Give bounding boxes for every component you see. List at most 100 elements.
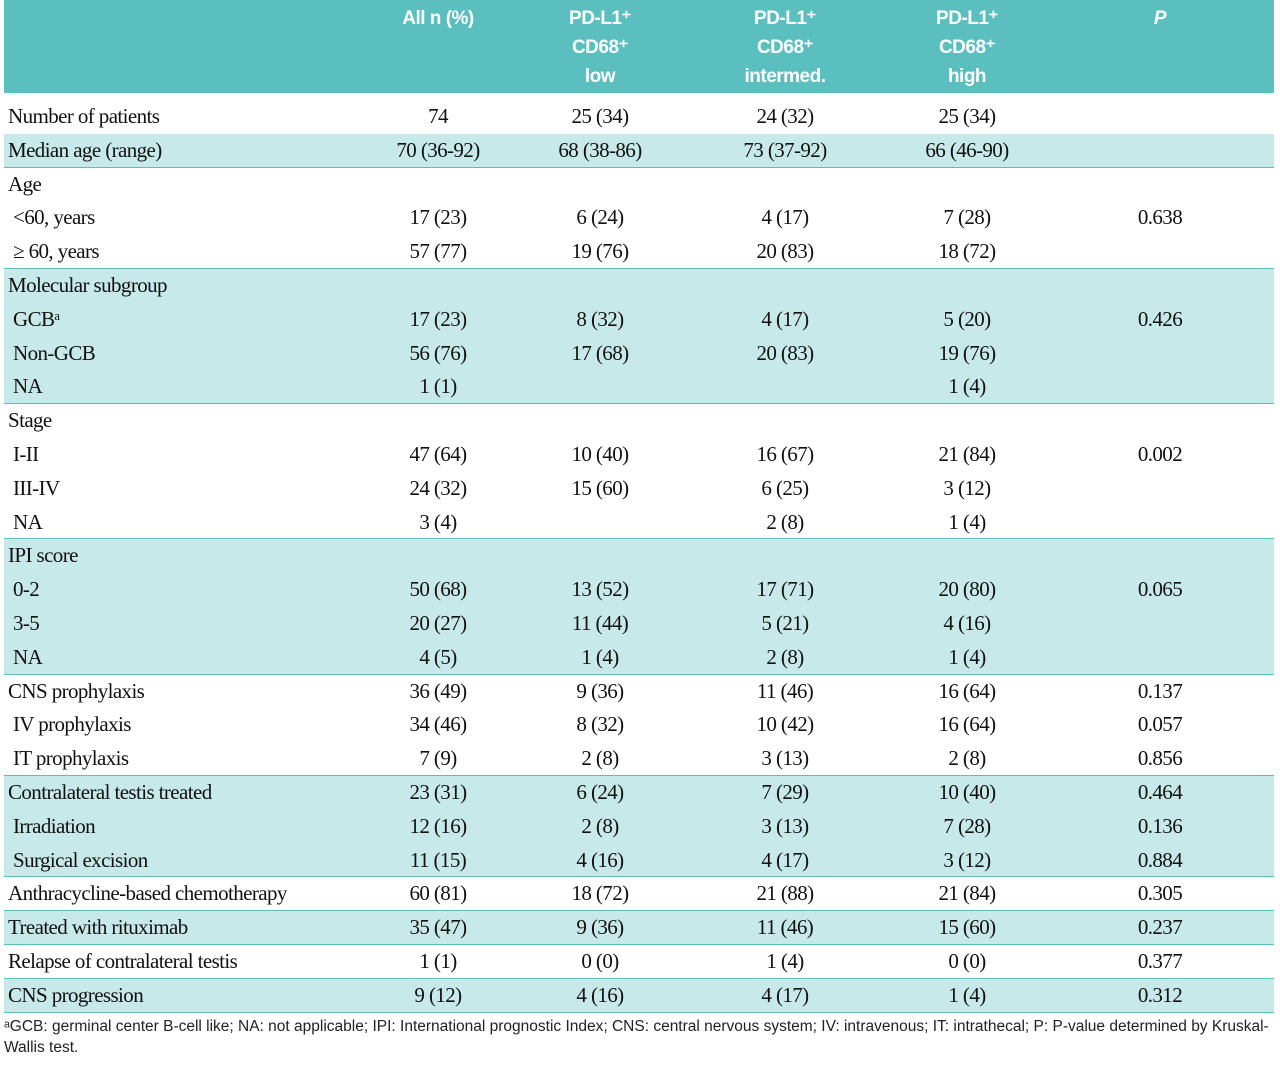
row-label: Relapse of contralateral testis	[8, 949, 238, 973]
table-cell: 17 (23)	[409, 306, 467, 331]
table-cell: 0.638	[1137, 205, 1183, 230]
table-cell: 15 (60)	[571, 475, 629, 500]
table-row: GCBᵃ 17 (23) 8 (32) 4 (17) 5 (20) 0.426	[4, 302, 1274, 337]
table-cell: 4 (17)	[761, 847, 809, 872]
table-row: Stage	[4, 404, 1274, 438]
table-cell: 4 (16)	[576, 847, 624, 872]
row-label: 0-2	[13, 577, 40, 602]
table-cell: 7 (28)	[943, 813, 991, 838]
row-label: III-IV	[13, 475, 60, 500]
table-cell: 66 (46-90)	[925, 137, 1009, 162]
table-cell: 2 (8)	[948, 746, 986, 771]
header-line: PD-L1⁺	[754, 8, 816, 29]
table-cell: 24 (32)	[756, 104, 814, 128]
table-cell: 3 (4)	[419, 509, 457, 534]
table-cell: 20 (80)	[938, 577, 996, 602]
table-cell: 7 (28)	[943, 205, 991, 230]
column-header: PD-L1⁺ CD68⁺ intermed.	[700, 4, 870, 91]
table-row: IT prophylaxis 7 (9) 2 (8) 3 (13) 2 (8) 0.856	[4, 742, 1274, 776]
header-line: P	[1153, 8, 1167, 29]
table-cell: 10 (40)	[571, 442, 629, 466]
row-label: ≥ 60, years	[13, 239, 100, 264]
table-cell: 16 (67)	[756, 442, 814, 466]
table-cell: 0.377	[1137, 949, 1183, 973]
row-label: Median age (range)	[8, 137, 162, 162]
table-cell: 23 (31)	[409, 780, 467, 804]
row-label: Irradiation	[13, 813, 96, 838]
table-cell: 0 (0)	[581, 949, 619, 973]
table-cell: 20 (83)	[756, 239, 814, 264]
header-line: high	[947, 66, 987, 87]
table-cell: 36 (49)	[409, 678, 467, 703]
table-cell: 5 (20)	[943, 306, 991, 331]
table-cell: 0.137	[1137, 678, 1183, 703]
row-label: Anthracycline-based chemotherapy	[8, 881, 287, 906]
table-cell: 15 (60)	[938, 915, 996, 940]
table-cell: 25 (34)	[571, 104, 629, 128]
table-row: III-IV 24 (32) 15 (60) 6 (25) 3 (12)	[4, 472, 1274, 506]
column-header: PD-L1⁺ CD68⁺ low	[515, 4, 685, 91]
row-label: IT prophylaxis	[13, 746, 129, 771]
row-label: Number of patients	[8, 104, 160, 128]
table-row: Surgical excision 11 (15) 4 (16) 4 (17) 3 (1…	[4, 843, 1274, 878]
table-cell: 9 (12)	[414, 982, 462, 1007]
table-cell: 4 (17)	[761, 205, 809, 230]
table-cell: 20 (27)	[409, 611, 467, 635]
row-label: CNS prophylaxis	[8, 678, 145, 703]
table-cell: 25 (34)	[938, 104, 996, 128]
table-cell: 7 (9)	[419, 746, 457, 771]
table-cell: 0.312	[1137, 982, 1183, 1007]
table-cell: 10 (40)	[938, 780, 996, 804]
header-line: CD68⁺	[571, 37, 629, 58]
table-cell: 3 (12)	[943, 475, 991, 500]
footnote: ᵃGCB: germinal center B-cell like; NA: n…	[4, 1018, 1269, 1056]
row-label: NA	[13, 374, 43, 399]
table-row: Median age (range) 70 (36-92) 68 (38-86) 73…	[4, 133, 1274, 168]
table-cell: 0.426	[1137, 306, 1183, 331]
table-cell: 3 (13)	[761, 746, 809, 771]
table-row: I-II 47 (64) 10 (40) 16 (67) 21 (84) 0.002	[4, 438, 1274, 472]
table-cell: 1 (4)	[948, 982, 986, 1007]
table-row: Relapse of contralateral testis 1 (1) 0 (0…	[4, 945, 1274, 979]
table-cell: 2 (8)	[766, 509, 804, 534]
table-cell: 2 (8)	[581, 746, 619, 771]
row-label: GCBᵃ	[13, 306, 60, 331]
table-cell: 11 (46)	[756, 915, 814, 940]
table-row: ≥ 60, years 57 (77) 19 (76) 20 (83) 18 (72)	[4, 235, 1274, 269]
table-cell: 0.305	[1137, 881, 1183, 906]
table-cell: 9 (36)	[576, 678, 624, 703]
row-label: Stage	[8, 408, 52, 433]
table-row: Anthracycline-based chemotherapy 60 (81) 1…	[4, 877, 1274, 912]
table-cell: 19 (76)	[938, 340, 996, 365]
table-row: Irradiation 12 (16) 2 (8) 3 (13) 7 (28) 0.136	[4, 809, 1274, 844]
table-cell: 1 (4)	[948, 374, 986, 399]
table-row: IPI score	[4, 539, 1274, 574]
row-label: <60, years	[13, 205, 95, 230]
table-row: 0-2 50 (68) 13 (52) 17 (71) 20 (80) 0.065	[4, 573, 1274, 607]
table-cell: 0 (0)	[948, 949, 986, 973]
table-cell: 47 (64)	[409, 442, 467, 466]
table-cell: 11 (15)	[409, 847, 467, 872]
table-cell: 4 (17)	[761, 982, 809, 1007]
row-label: IPI score	[8, 543, 78, 568]
row-label: Non-GCB	[13, 340, 96, 365]
table-cell: 21 (84)	[938, 881, 996, 906]
row-label: Age	[8, 171, 42, 196]
header-line: intermed.	[744, 66, 826, 87]
table-cell: 0.057	[1137, 712, 1183, 737]
table-cell: 7 (29)	[761, 780, 809, 804]
table-cell: 73 (37-92)	[743, 137, 827, 162]
column-header: PD-L1⁺ CD68⁺ high	[882, 4, 1052, 91]
table-cell: 4 (17)	[761, 306, 809, 331]
table-cell: 1 (4)	[948, 509, 986, 534]
table-row: Treated with rituximab 35 (47) 9 (36) 11 (4…	[4, 911, 1274, 945]
table-row: CNS progression 9 (12) 4 (16) 4 (17) 1 (4) 0.…	[4, 978, 1274, 1013]
table-cell: 5 (21)	[761, 611, 809, 635]
header-row: All n (%) PD-L1⁺ CD68⁺ low PD-L1⁺ CD68⁺ interm…	[4, 0, 1274, 93]
table-cell: 0.002	[1137, 442, 1183, 466]
table-cell: 21 (84)	[938, 442, 996, 466]
row-label: 3-5	[13, 611, 40, 635]
header-line: PD-L1⁺	[936, 8, 998, 29]
table-cell: 0.884	[1137, 847, 1183, 872]
table-row: Non-GCB 56 (76) 17 (68) 20 (83) 19 (76)	[4, 336, 1274, 371]
